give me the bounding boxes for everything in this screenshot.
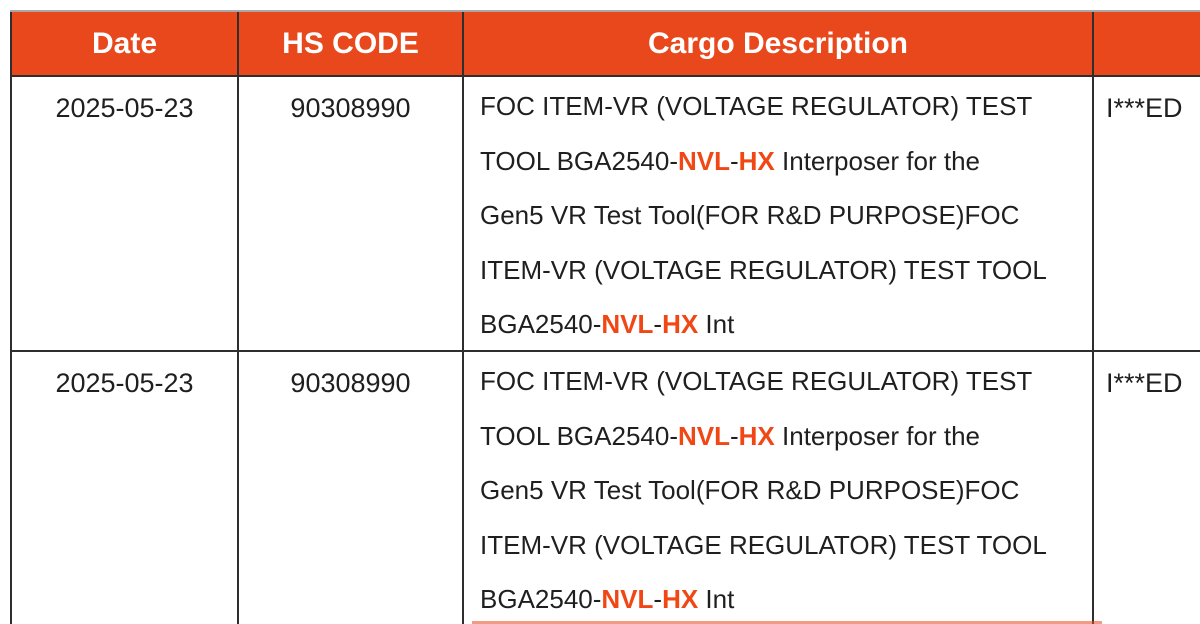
cargo-description-line: ITEM-VR (VOLTAGE REGULATOR) TEST TOOL [480, 529, 1047, 560]
highlighted-term: HX [662, 584, 699, 615]
cell-masked-value: I***ED [1092, 77, 1200, 352]
cell-hs-code: 90308990 [237, 352, 462, 624]
cargo-description-line: BGA2540-NVL-HX Int [480, 309, 735, 340]
shipment-table: Date HS CODE Cargo Description 2025-05-2… [10, 10, 1200, 624]
cargo-description-line: Gen5 VR Test Tool(FOR R&D PURPOSE)FOC [480, 200, 1020, 231]
cargo-description-line: FOC ITEM-VR (VOLTAGE REGULATOR) TEST [480, 366, 1033, 396]
highlighted-term: NVL [677, 145, 730, 176]
column-header-hs-code: HS CODE [237, 12, 462, 77]
cargo-description-line: TOOL BGA2540-NVL-HX Interposer for the [480, 145, 981, 176]
table-header-row: Date HS CODE Cargo Description [10, 12, 1200, 77]
column-header-date: Date [10, 12, 237, 77]
cell-hs-code: 90308990 [237, 77, 462, 352]
highlighted-term: NVL [601, 584, 654, 615]
cargo-description-line: TOOL BGA2540-NVL-HX Interposer for the [480, 420, 981, 451]
highlighted-term: NVL [677, 420, 730, 451]
cell-masked-value: I***ED [1092, 352, 1200, 624]
cargo-description-line: ITEM-VR (VOLTAGE REGULATOR) TEST TOOL [480, 254, 1047, 285]
highlighted-term: HX [662, 309, 699, 340]
cargo-description-line: BGA2540-NVL-HX Int [480, 584, 735, 615]
column-header-masked [1092, 12, 1200, 77]
cell-cargo-description: FOC ITEM-VR (VOLTAGE REGULATOR) TEST TOOL… [462, 352, 1092, 624]
next-table-header-peek [472, 621, 1102, 624]
highlighted-term: NVL [601, 309, 654, 340]
table-row: 2025-05-23 90308990 FOC ITEM-VR (VOLTAGE… [10, 352, 1200, 624]
table-row: 2025-05-23 90308990 FOC ITEM-VR (VOLTAGE… [10, 77, 1200, 352]
cell-date: 2025-05-23 [10, 352, 237, 624]
highlighted-term: HX [738, 420, 775, 451]
cargo-description-line: Gen5 VR Test Tool(FOR R&D PURPOSE)FOC [480, 475, 1020, 506]
cell-cargo-description: FOC ITEM-VR (VOLTAGE REGULATOR) TEST TOOL… [462, 77, 1092, 352]
cargo-description-line: FOC ITEM-VR (VOLTAGE REGULATOR) TEST [480, 91, 1033, 121]
table-body: 2025-05-23 90308990 FOC ITEM-VR (VOLTAGE… [10, 77, 1200, 624]
cell-date: 2025-05-23 [10, 77, 237, 352]
column-header-cargo-description: Cargo Description [462, 12, 1092, 77]
highlighted-term: HX [738, 145, 775, 176]
